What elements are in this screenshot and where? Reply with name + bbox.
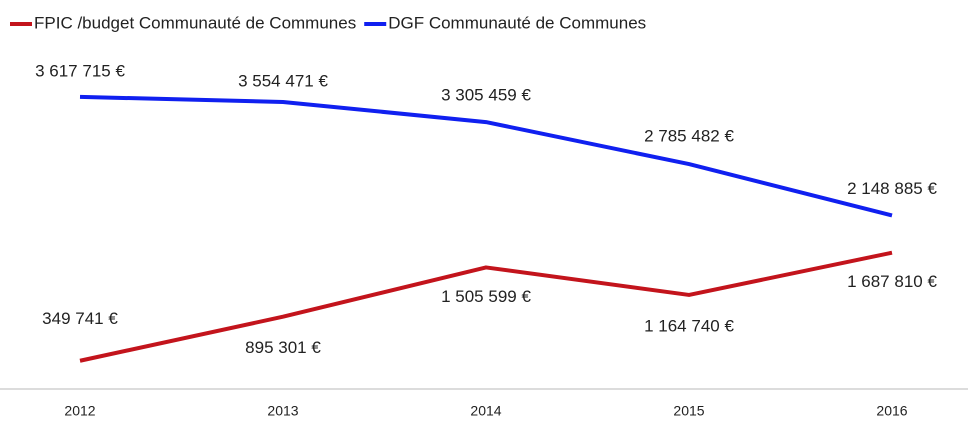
legend-label: FPIC /budget Communauté de Communes bbox=[34, 13, 356, 32]
legend-label: DGF Communauté de Communes bbox=[388, 13, 646, 32]
data-label: 3 554 471 € bbox=[238, 71, 328, 90]
data-label: 2 785 482 € bbox=[644, 127, 734, 146]
series-line bbox=[79, 250, 893, 363]
data-label: 3 305 459 € bbox=[441, 86, 531, 105]
data-label: 1 505 599 € bbox=[441, 287, 531, 306]
x-tick-label: 2014 bbox=[470, 403, 501, 419]
x-tick-label: 2012 bbox=[64, 403, 95, 419]
data-label: 3 617 715 € bbox=[35, 61, 125, 80]
data-label: 1 687 810 € bbox=[847, 272, 937, 291]
data-label: 2 148 885 € bbox=[847, 179, 937, 198]
x-tick-label: 2015 bbox=[673, 403, 704, 419]
data-label: 1 164 740 € bbox=[644, 316, 734, 335]
data-label: 895 301 € bbox=[245, 338, 321, 357]
x-tick-label: 2013 bbox=[267, 403, 298, 419]
series-line bbox=[79, 94, 893, 218]
x-tick-label: 2016 bbox=[876, 403, 907, 419]
data-label: 349 741 € bbox=[42, 309, 118, 328]
